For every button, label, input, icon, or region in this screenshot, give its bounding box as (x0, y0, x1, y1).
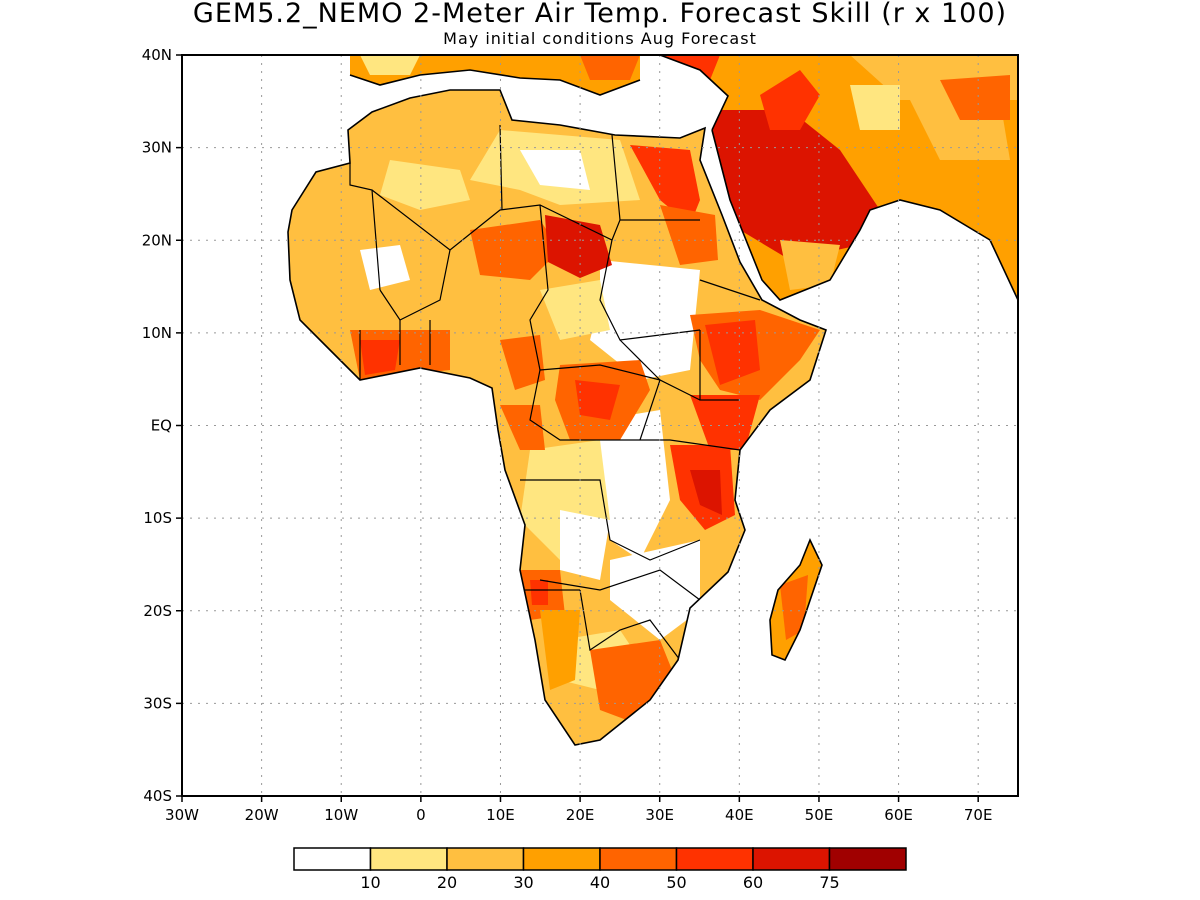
lon-tick-label: 30E (645, 806, 674, 824)
lat-tick-label: 10N (142, 324, 172, 342)
colorbar-swatch (599, 847, 678, 871)
colorbar-label: 60 (743, 873, 763, 892)
lat-tick-label: 30S (143, 694, 172, 712)
lon-tick-label: 70E (964, 806, 993, 824)
map-title: GEM5.2_NEMO 2-Meter Air Temp. Forecast S… (192, 0, 1008, 29)
longitude-axis: 30W 20W 10W 0 10E 20E 30E 40E 50E 60E 70E (165, 796, 992, 824)
colorbar-swatch (369, 847, 448, 871)
colorbar-label: 10 (360, 873, 380, 892)
map-subtitle: May initial conditions Aug Forecast (443, 29, 757, 48)
lon-tick-label: 50E (805, 806, 834, 824)
colorbar-swatch (752, 847, 831, 871)
colorbar-label: 50 (666, 873, 686, 892)
lat-tick-label: 20N (142, 231, 172, 249)
colorbar: 10 20 30 40 50 60 75 (293, 847, 907, 892)
lat-tick-label: 40S (143, 787, 172, 805)
colorbar-swatch (828, 847, 907, 871)
colorbar-label: 20 (437, 873, 457, 892)
colorbar-label: 75 (819, 873, 839, 892)
lat-tick-label: EQ (151, 417, 172, 435)
lon-tick-label: 30W (165, 806, 199, 824)
latitude-axis: 40N 30N 20N 10N EQ 10S 20S 30S 40S (142, 46, 182, 805)
lat-tick-label: 20S (143, 602, 172, 620)
lat-tick-label: 10S (143, 509, 172, 527)
colorbar-swatch (522, 847, 601, 871)
lat-tick-label: 30N (142, 139, 172, 157)
lon-tick-label: 10E (486, 806, 515, 824)
lon-tick-label: 20W (245, 806, 279, 824)
colorbar-label: 30 (513, 873, 533, 892)
lon-tick-label: 20E (566, 806, 595, 824)
lon-tick-label: 40E (725, 806, 754, 824)
country-borders (349, 124, 761, 661)
colorbar-swatch (293, 847, 372, 871)
colorbar-label: 40 (590, 873, 610, 892)
colorbar-swatch (675, 847, 754, 871)
grid-lines (182, 55, 1018, 796)
colorbar-swatch (446, 847, 525, 871)
lon-tick-label: 10W (324, 806, 358, 824)
lon-tick-label: 0 (416, 806, 426, 824)
lat-tick-label: 40N (142, 46, 172, 64)
lon-tick-label: 60E (884, 806, 913, 824)
